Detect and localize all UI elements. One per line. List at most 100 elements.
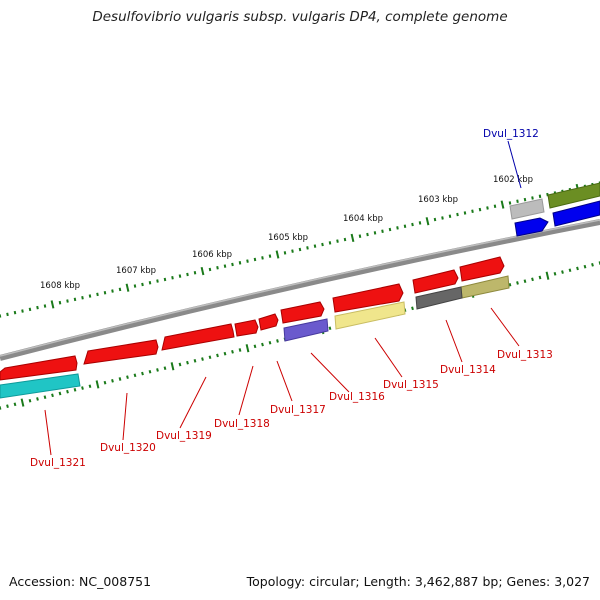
label-dvul-1317[interactable]: Dvul_1317 bbox=[270, 404, 326, 416]
gene-dvul-1316[interactable] bbox=[280, 301, 325, 324]
label-dvul-1318[interactable]: Dvul_1318 bbox=[214, 418, 270, 430]
scale-minor-tick bbox=[576, 266, 579, 271]
scale-minor-tick bbox=[73, 297, 77, 302]
scale-minor-tick bbox=[126, 375, 129, 379]
scale-minor-tick bbox=[43, 395, 47, 399]
scale-minor-tick bbox=[231, 262, 234, 267]
scale-minor-tick bbox=[6, 404, 9, 408]
scale-minor-tick bbox=[186, 360, 189, 365]
scale-minor-tick bbox=[268, 254, 272, 258]
scale-label-1605: 1605 kbp bbox=[268, 233, 308, 243]
scale-minor-tick bbox=[103, 380, 107, 385]
scale-major-tick bbox=[125, 283, 130, 292]
gene-dvul-1314[interactable] bbox=[412, 269, 459, 294]
scale-minor-tick bbox=[553, 272, 557, 276]
label-dvul-1312[interactable]: Dvul_1312 bbox=[483, 128, 539, 140]
gene-dvul-1319[interactable] bbox=[161, 323, 235, 351]
gene-dvul-1312[interactable] bbox=[514, 217, 549, 237]
scale-minor-tick bbox=[118, 287, 122, 292]
scale-minor-tick bbox=[81, 296, 84, 300]
gene-dvul-1321-cyan bbox=[0, 373, 81, 399]
label-dvul-1313[interactable]: Dvul_1313 bbox=[497, 349, 553, 361]
scale-minor-tick bbox=[583, 264, 587, 269]
scale-major-tick bbox=[350, 233, 355, 243]
scale-minor-tick bbox=[193, 359, 197, 363]
scale-minor-tick bbox=[223, 351, 227, 356]
scale-minor-tick bbox=[411, 306, 414, 311]
scale-minor-tick bbox=[66, 299, 69, 303]
scale-major-tick bbox=[425, 217, 430, 226]
genome-backbone bbox=[0, 219, 600, 361]
scale-minor-tick bbox=[148, 281, 152, 285]
scale-minor-tick bbox=[276, 339, 279, 343]
label-dvul-1320[interactable]: Dvul_1320 bbox=[100, 442, 156, 454]
scale-minor-tick bbox=[36, 397, 39, 401]
gene-blue-right bbox=[552, 200, 600, 227]
scale-minor-tick bbox=[508, 282, 512, 287]
scale-minor-tick bbox=[373, 231, 377, 235]
scale-minor-tick bbox=[163, 366, 167, 370]
scale-minor-tick bbox=[231, 350, 234, 354]
scale-minor-tick bbox=[343, 237, 347, 242]
gene-dvul-1316-purple bbox=[283, 318, 329, 342]
scale-minor-tick bbox=[516, 281, 519, 285]
scale-minor-tick bbox=[591, 263, 594, 267]
gene-dvul-1321[interactable] bbox=[0, 355, 78, 381]
gene-dvul-1315[interactable] bbox=[332, 283, 404, 313]
gene-dvul-1318[interactable] bbox=[234, 319, 259, 337]
scale-minor-tick bbox=[208, 267, 212, 272]
gene-dvul-1312-grey bbox=[509, 198, 545, 220]
scale-minor-tick bbox=[141, 371, 144, 376]
scale-minor-tick bbox=[51, 393, 54, 398]
scale-minor-tick bbox=[261, 256, 264, 260]
scale-major-tick bbox=[95, 380, 100, 389]
label-dvul-1321[interactable]: Dvul_1321 bbox=[30, 457, 86, 469]
scale-minor-tick bbox=[283, 251, 287, 255]
gene-dvul-1313[interactable] bbox=[459, 256, 505, 282]
scale-minor-tick bbox=[88, 294, 92, 298]
scale-minor-tick bbox=[43, 304, 47, 308]
scale-minor-tick bbox=[208, 355, 212, 360]
gene-dvul-1320[interactable] bbox=[83, 339, 159, 365]
scale-major-tick bbox=[545, 271, 550, 280]
scale-minor-tick bbox=[193, 271, 197, 275]
scale-minor-tick bbox=[306, 246, 309, 250]
scale-minor-tick bbox=[111, 289, 114, 293]
leader-lines bbox=[44, 140, 522, 456]
scale-major-tick bbox=[50, 300, 55, 309]
upper-scale-track bbox=[0, 181, 600, 318]
scale-minor-tick bbox=[291, 249, 294, 253]
gene-olive bbox=[547, 182, 600, 209]
label-dvul-1315[interactable]: Dvul_1315 bbox=[383, 379, 439, 391]
scale-minor-tick bbox=[58, 391, 62, 396]
scale-minor-tick bbox=[493, 204, 497, 208]
scale-minor-tick bbox=[148, 369, 152, 374]
scale-minor-tick bbox=[118, 377, 122, 381]
scale-minor-tick bbox=[133, 284, 137, 288]
gene-labels: Dvul_1312 Dvul_1313 Dvul_1314 Dvul_1315 … bbox=[30, 128, 553, 469]
scale-minor-tick bbox=[58, 300, 62, 305]
scale-minor-tick bbox=[28, 398, 32, 403]
gene-dvul-1314-grey bbox=[415, 286, 463, 310]
scale-minor-tick bbox=[253, 257, 257, 262]
scale-minor-tick bbox=[471, 209, 474, 213]
scale-minor-tick bbox=[456, 212, 459, 217]
scale-minor-tick bbox=[178, 274, 182, 278]
scale-minor-tick bbox=[216, 353, 219, 358]
label-dvul-1314[interactable]: Dvul_1314 bbox=[440, 364, 496, 376]
gene-features bbox=[0, 182, 600, 399]
label-dvul-1319[interactable]: Dvul_1319 bbox=[156, 430, 212, 442]
scale-minor-tick bbox=[336, 239, 339, 243]
scale-minor-tick bbox=[396, 226, 399, 230]
scale-minor-tick bbox=[133, 373, 137, 378]
scale-minor-tick bbox=[561, 270, 564, 274]
scale-minor-tick bbox=[96, 292, 99, 297]
gene-dvul-1317[interactable] bbox=[258, 313, 279, 331]
scale-minor-tick bbox=[463, 211, 467, 215]
scale-minor-tick bbox=[13, 402, 17, 407]
scale-minor-tick bbox=[478, 207, 482, 212]
label-dvul-1316[interactable]: Dvul_1316 bbox=[329, 391, 385, 403]
scale-minor-tick bbox=[523, 279, 527, 283]
scale-minor-tick bbox=[28, 307, 32, 312]
